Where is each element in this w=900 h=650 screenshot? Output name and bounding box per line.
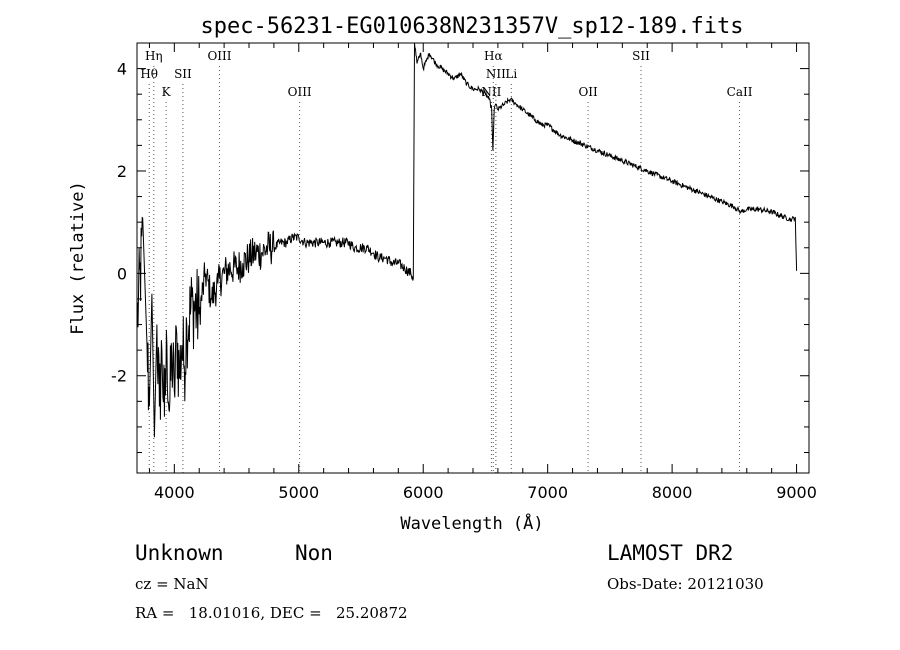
y-tick-label: 4	[117, 60, 127, 79]
spectral-class-label: Unknown	[135, 541, 224, 565]
spectral-line-label: K	[162, 85, 172, 99]
spectral-line-label: CaII	[727, 85, 753, 99]
spectral-subclass-label: Non	[295, 541, 333, 565]
x-tick-label: 6000	[403, 483, 444, 502]
x-tick-label: 9000	[776, 483, 817, 502]
spectral-line-label: Hα	[484, 49, 503, 63]
obs-date: Obs-Date: 20121030	[607, 575, 764, 593]
y-tick-label: 0	[117, 264, 127, 283]
survey-label: LAMOST DR2	[607, 541, 734, 565]
spectral-line-label: SII	[632, 49, 650, 63]
spectral-line-label: OIII	[288, 85, 312, 99]
spectral-line-label: SII	[174, 67, 192, 81]
spectral-line-label: Li	[505, 67, 517, 81]
x-tick-label: 8000	[652, 483, 693, 502]
y-axis-label: Flux (relative)	[68, 181, 88, 335]
spectral-line-label: NII	[486, 67, 506, 81]
x-tick-label: 4000	[154, 483, 195, 502]
spectral-line-label: OIII	[207, 49, 231, 63]
spectrum-line	[136, 42, 798, 438]
spectral-line-label: Hη	[145, 49, 163, 63]
x-tick-label: 7000	[527, 483, 568, 502]
x-tick-label: 5000	[278, 483, 319, 502]
x-axis-label: Wavelength (Å)	[400, 512, 543, 534]
plot-frame	[136, 42, 810, 474]
y-tick-label: -2	[111, 367, 127, 386]
chart-title: spec-56231-EG010638N231357V_sp12-189.fit…	[200, 14, 743, 39]
coordinates: RA = 18.01016, DEC = 25.20872	[135, 604, 408, 622]
redshift-value: cz = NaN	[135, 575, 209, 593]
y-tick-label: 2	[117, 162, 127, 181]
spectral-line-label: OII	[578, 85, 598, 99]
spectral-line-label: Hθ	[140, 67, 158, 81]
